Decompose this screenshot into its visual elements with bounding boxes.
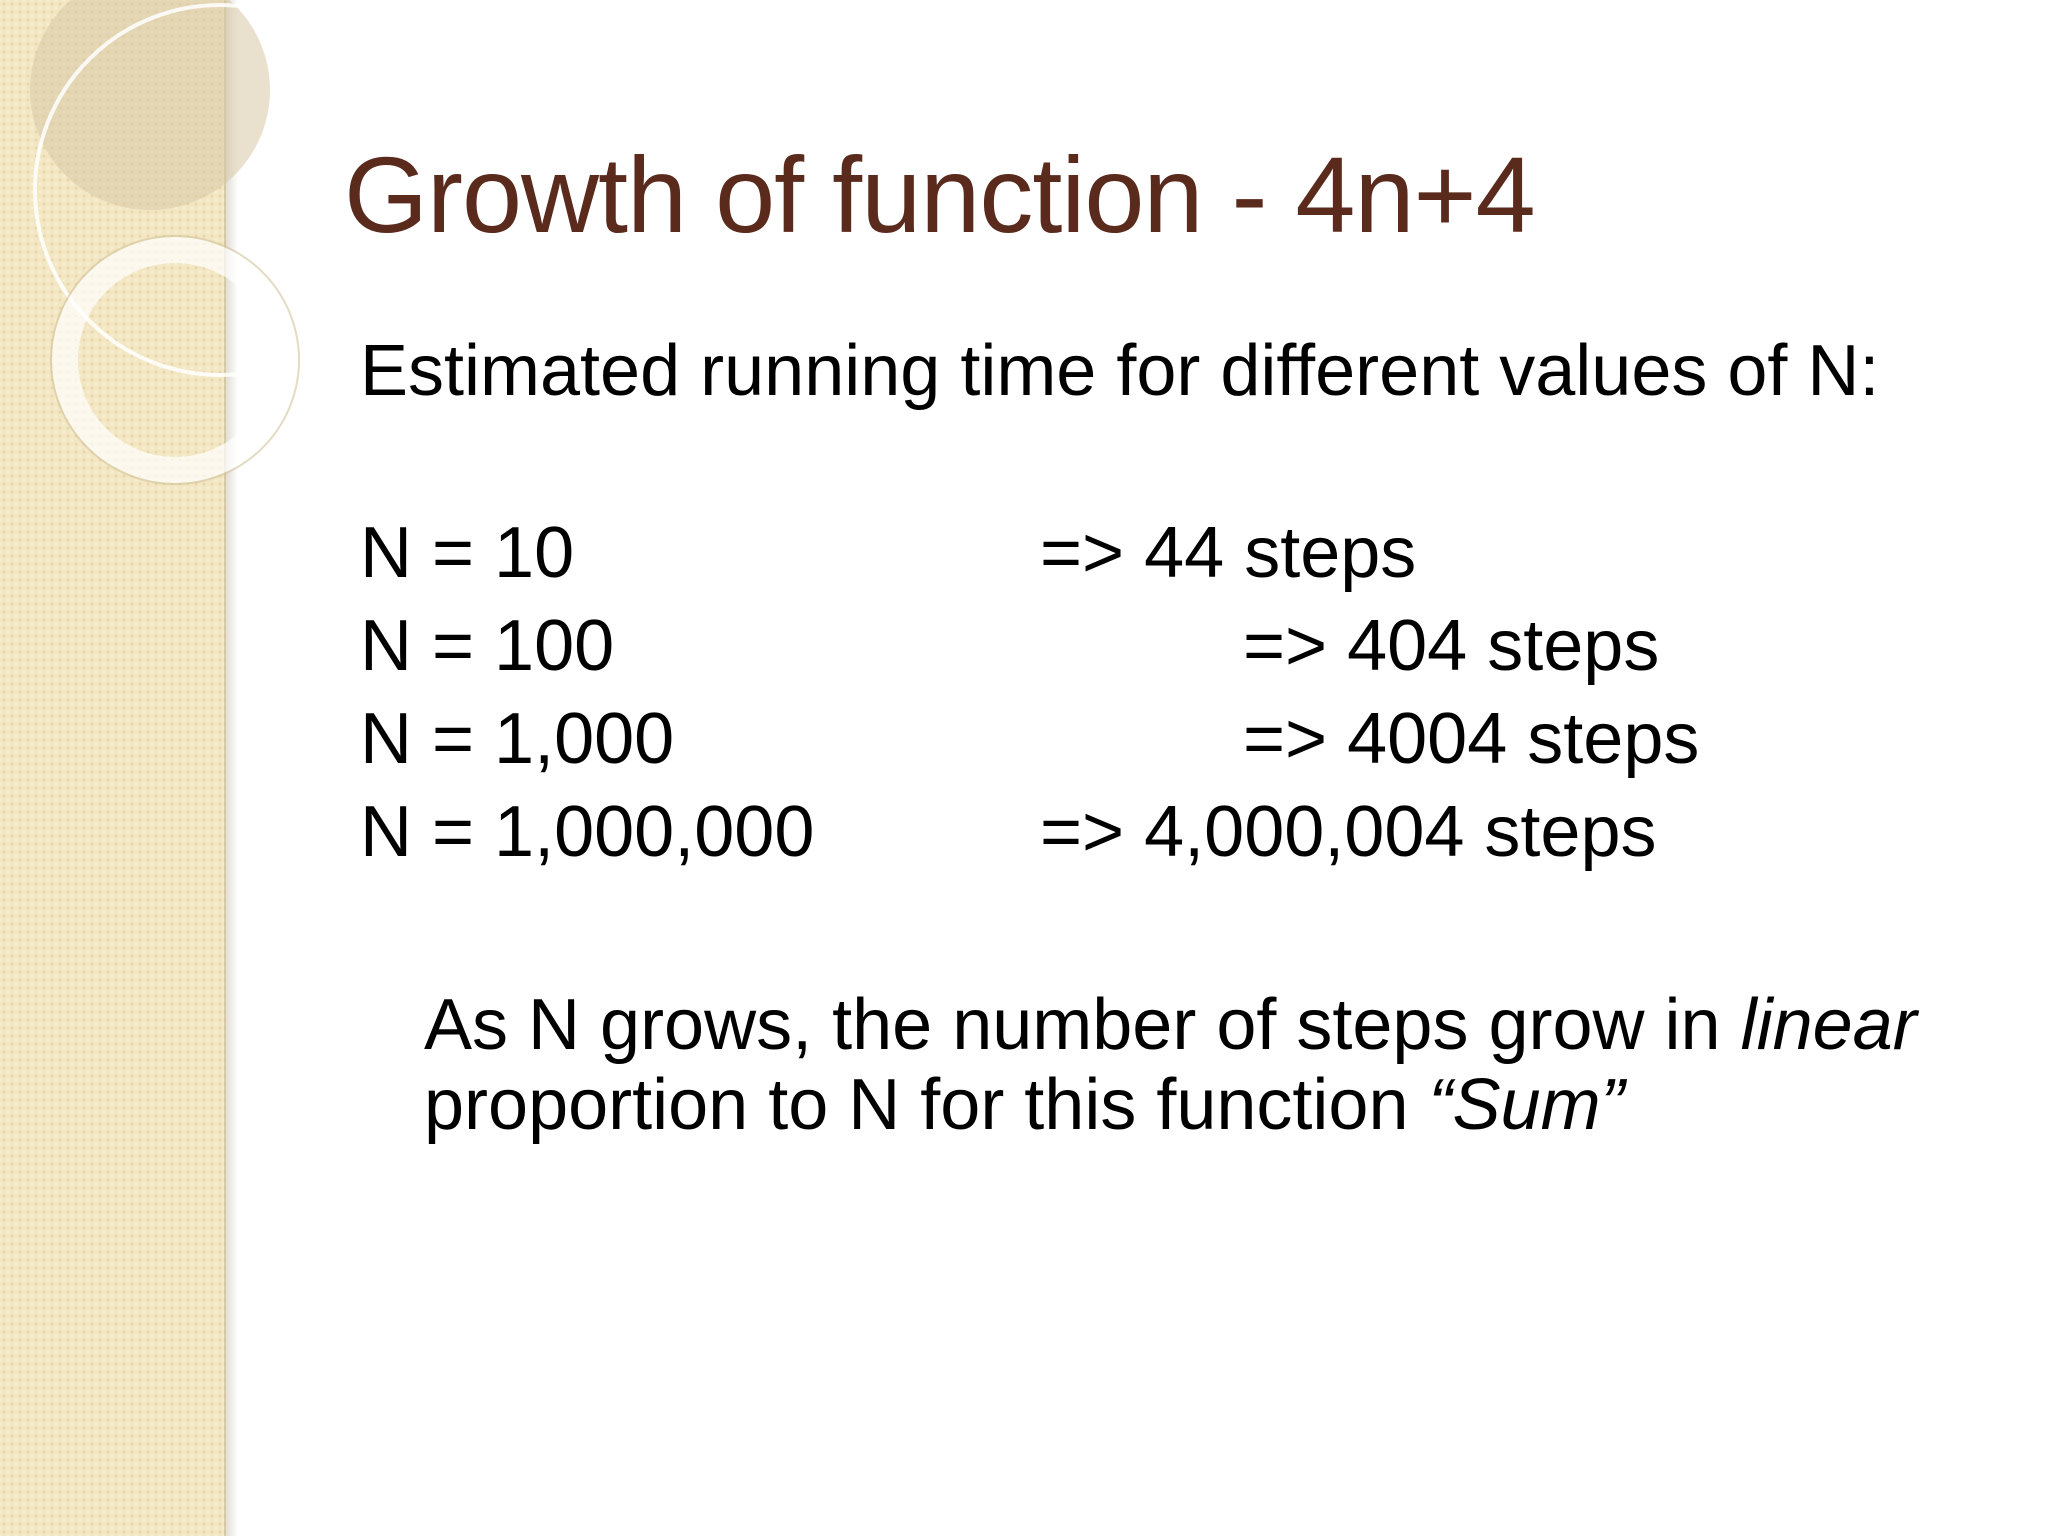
summary-line-2-text: proportion to N for this function — [424, 1065, 1429, 1145]
steps-result: => 404 steps — [1243, 606, 1660, 686]
summary-line-1-text: As N grows, the number of steps grow in — [424, 985, 1741, 1065]
summary-emphasis-sum: “Sum” — [1428, 1065, 1625, 1145]
summary-line-2: proportion to N for this function “Sum” — [424, 1065, 1917, 1145]
intro-text: Estimated running time for different val… — [360, 331, 1880, 411]
n-value: N = 10 — [360, 513, 575, 593]
summary-emphasis-linear: linear — [1740, 985, 1917, 1065]
side-band-shadow — [224, 0, 238, 1536]
steps-result: => 44 steps — [1040, 513, 1417, 593]
n-value: N = 100 — [360, 606, 615, 686]
summary-text: As N grows, the number of steps grow in … — [424, 985, 1917, 1145]
decorative-circles — [30, 0, 407, 485]
n-value: N = 1,000 — [360, 699, 675, 779]
n-value: N = 1,000,000 — [360, 792, 815, 872]
steps-result: => 4,000,004 steps — [1040, 792, 1657, 872]
slide-title: Growth of function - 4n+4 — [344, 134, 1536, 255]
steps-result: => 4004 steps — [1243, 699, 1700, 779]
summary-line-1: As N grows, the number of steps grow in … — [424, 985, 1917, 1065]
